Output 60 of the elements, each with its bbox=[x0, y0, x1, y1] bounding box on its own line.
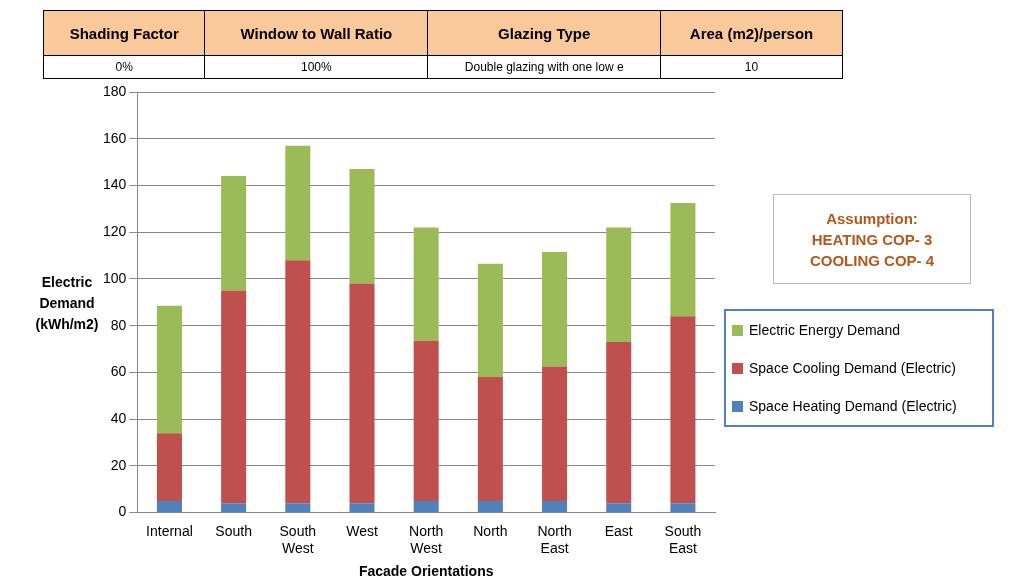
bar bbox=[606, 503, 632, 513]
bar bbox=[542, 252, 568, 367]
y-tick-label: 40 bbox=[110, 409, 127, 426]
x-tick-label: North bbox=[473, 522, 508, 539]
legend-label: Electric Energy Demand bbox=[748, 322, 901, 338]
bar bbox=[221, 290, 247, 504]
text: Glazing Type bbox=[427, 10, 661, 56]
text: Area (m2)/person bbox=[660, 10, 843, 56]
y-tick-label: 100 bbox=[103, 269, 127, 286]
y-tick-label: 60 bbox=[110, 363, 127, 380]
x-tick-label: South East bbox=[664, 522, 702, 556]
bar bbox=[156, 305, 182, 434]
bar bbox=[285, 145, 311, 261]
x-axis-title: Facade Orientations bbox=[358, 563, 494, 580]
x-tick-label: West bbox=[346, 522, 378, 539]
y-tick-label: 20 bbox=[110, 456, 127, 473]
bar bbox=[606, 342, 632, 504]
bar bbox=[156, 433, 182, 501]
y-axis-title: Electric Demand (kWh/m2) bbox=[35, 274, 99, 332]
text: 10 bbox=[660, 55, 843, 79]
x-tick-label: Internal bbox=[146, 522, 193, 539]
bar bbox=[221, 176, 247, 291]
y-tick-label: 120 bbox=[103, 223, 127, 240]
legend-label: Space Cooling Demand (Electric) bbox=[748, 360, 957, 376]
bar bbox=[413, 340, 439, 501]
text: Assumption: HEATING COP- 3 COOLING COP- 4 bbox=[773, 194, 971, 284]
bar bbox=[413, 227, 439, 341]
bar bbox=[349, 169, 375, 284]
bar bbox=[285, 260, 311, 504]
x-tick-label: North East bbox=[537, 522, 572, 556]
y-tick-label: 0 bbox=[118, 503, 127, 520]
bar bbox=[670, 503, 696, 513]
x-tick-label: South bbox=[215, 522, 252, 539]
bar bbox=[156, 500, 182, 513]
bar bbox=[670, 316, 696, 504]
bar bbox=[413, 500, 439, 513]
y-tick-label: 180 bbox=[103, 82, 127, 99]
text: Window to Wall Ratio bbox=[204, 10, 428, 56]
bar bbox=[542, 500, 568, 513]
text: 100% bbox=[204, 55, 428, 79]
bar bbox=[221, 503, 247, 513]
text: 0% bbox=[43, 55, 205, 79]
bar bbox=[477, 377, 503, 501]
bar bbox=[349, 503, 375, 513]
y-tick-label: 160 bbox=[103, 129, 127, 146]
bar bbox=[606, 227, 632, 343]
y-tick-label: 80 bbox=[110, 316, 127, 333]
bar bbox=[670, 202, 696, 317]
bar bbox=[477, 500, 503, 513]
x-tick-label: North West bbox=[409, 522, 444, 556]
text: Double glazing with one low e bbox=[427, 55, 661, 79]
y-tick-label: 140 bbox=[103, 176, 127, 193]
x-tick-label: East bbox=[604, 522, 633, 539]
legend-label: Space Heating Demand (Electric) bbox=[748, 398, 958, 414]
bar bbox=[285, 503, 311, 513]
text: Shading Factor bbox=[43, 10, 205, 56]
x-tick-label: South West bbox=[279, 522, 317, 556]
bar bbox=[477, 263, 503, 378]
bar bbox=[542, 366, 568, 501]
bar bbox=[349, 283, 375, 504]
